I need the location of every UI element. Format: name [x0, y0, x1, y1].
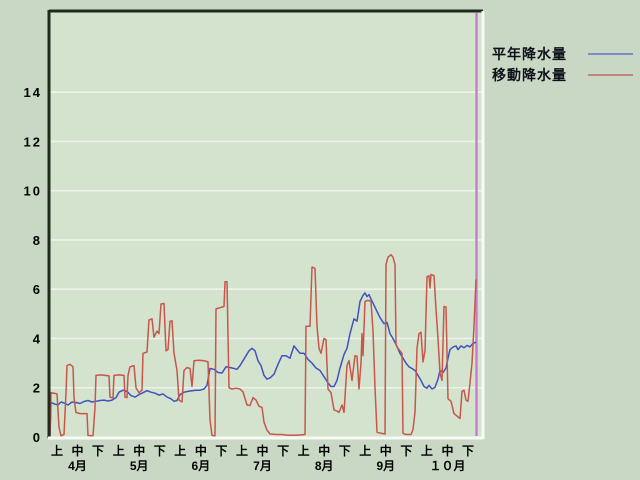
x-tick-label: 中	[195, 443, 207, 458]
y-tick-label: 8	[33, 233, 42, 248]
x-tick-label: 下	[92, 444, 104, 458]
series-line-moving	[49, 253, 477, 437]
x-tick-label: 上	[421, 443, 433, 458]
x-tick-label: 中	[318, 443, 330, 458]
x-tick-label: 下	[154, 444, 166, 458]
legend-line-moving-icon	[588, 74, 633, 76]
x-tick-label: 下	[462, 444, 474, 458]
x-tick-label: 上	[174, 443, 186, 458]
y-tick-label: 12	[24, 134, 42, 149]
month-label: 7月	[253, 459, 272, 473]
month-label: 8月	[315, 459, 334, 473]
legend-label-moving: 移動降水量	[492, 67, 567, 83]
legend-row-moving: 移動降水量	[492, 65, 638, 85]
x-tick-label: 中	[441, 443, 453, 458]
x-tick-label: 下	[215, 444, 227, 458]
y-tick-label: 2	[33, 381, 42, 396]
y-tick-label: 6	[33, 282, 42, 297]
legend: 平年降水量 移動降水量	[492, 44, 638, 85]
month-label: 5月	[130, 459, 149, 473]
x-tick-label: 下	[277, 444, 289, 458]
legend-label-normal: 平年降水量	[492, 46, 567, 62]
y-tick-label: 14	[24, 85, 42, 100]
x-tick-label: 中	[380, 443, 392, 458]
month-label: 4月	[68, 459, 87, 473]
plot-area	[50, 12, 482, 437]
legend-row-normal: 平年降水量	[492, 44, 638, 64]
legend-line-normal-icon	[588, 53, 633, 55]
x-tick-label: 下	[400, 444, 412, 458]
x-tick-label: 上	[359, 443, 371, 458]
y-tick-label: 0	[33, 430, 42, 445]
x-tick-label: 上	[113, 443, 125, 458]
x-tick-label: 中	[71, 443, 83, 458]
month-label: 9月	[376, 459, 395, 473]
x-tick-label: 中	[256, 443, 268, 458]
x-tick-label: 上	[51, 443, 63, 458]
x-tick-label: 上	[236, 443, 248, 458]
x-tick-label: 中	[133, 443, 145, 458]
month-label: １０月	[429, 459, 465, 473]
x-tick-label: 下	[339, 444, 351, 458]
x-tick-label: 上	[298, 443, 310, 458]
y-tick-label: 4	[33, 331, 42, 346]
month-label: 6月	[192, 459, 211, 473]
y-tick-label: 10	[24, 184, 42, 199]
